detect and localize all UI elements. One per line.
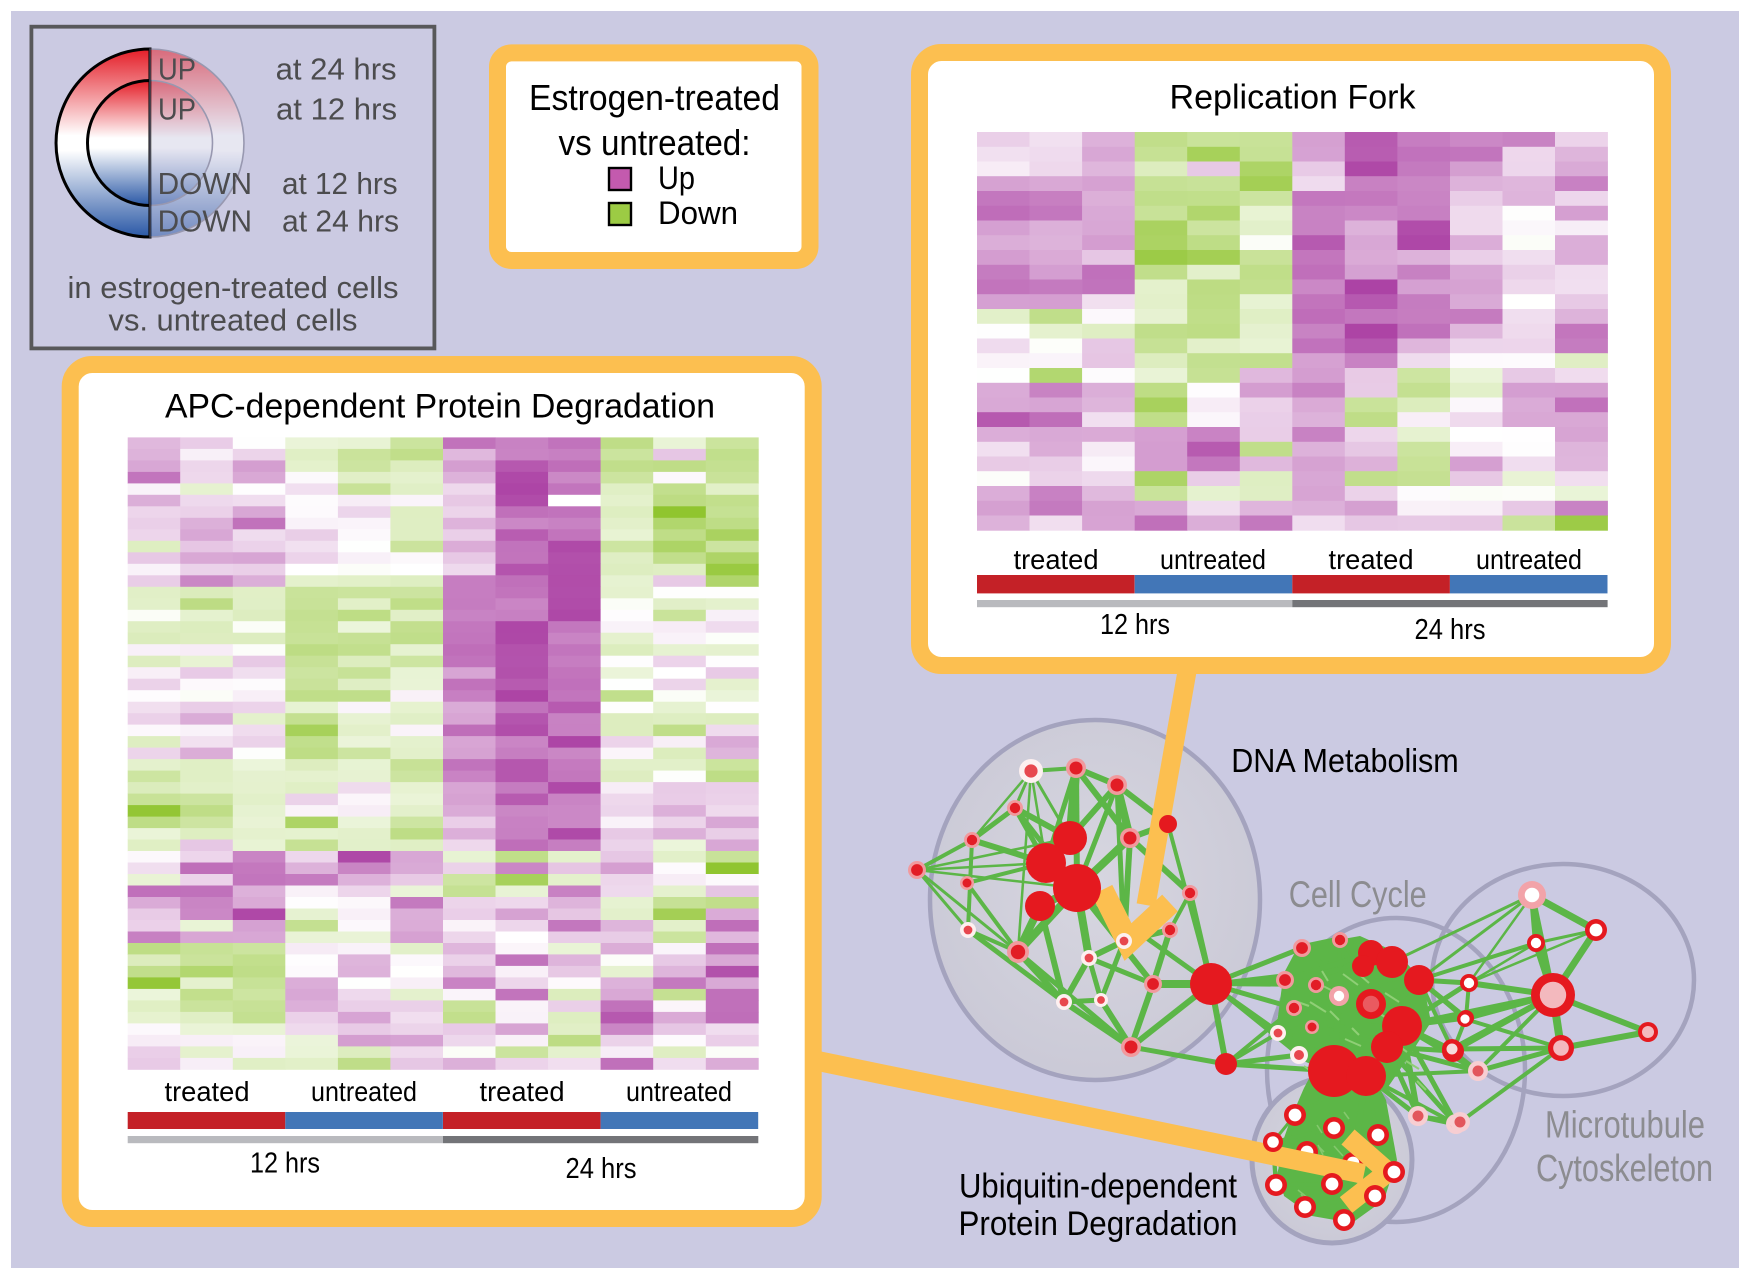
svg-text:24 hrs: 24 hrs [566, 1153, 637, 1185]
svg-text:Estrogen-treated: Estrogen-treated [529, 77, 780, 118]
svg-text:treated: treated [480, 1076, 565, 1107]
svg-text:Cell Cycle: Cell Cycle [1289, 874, 1427, 915]
svg-text:Ubiquitin-dependent: Ubiquitin-dependent [959, 1167, 1238, 1205]
svg-text:at 12 hrs: at 12 hrs [282, 166, 398, 201]
svg-text:Protein Degradation: Protein Degradation [959, 1205, 1238, 1243]
svg-text:Up: Up [658, 160, 695, 196]
svg-text:untreated: untreated [311, 1076, 417, 1107]
svg-text:APC-dependent Protein Degradat: APC-dependent Protein Degradation [165, 387, 715, 425]
svg-text:untreated: untreated [626, 1076, 732, 1107]
svg-text:DNA Metabolism: DNA Metabolism [1231, 742, 1459, 779]
svg-text:Down: Down [658, 195, 738, 231]
svg-text:untreated: untreated [1160, 544, 1266, 575]
svg-text:at 24 hrs: at 24 hrs [276, 52, 397, 87]
svg-text:treated: treated [1329, 544, 1414, 575]
svg-text:DOWN: DOWN [158, 166, 252, 201]
svg-text:vs untreated:: vs untreated: [559, 122, 751, 163]
svg-text:Microtubule: Microtubule [1545, 1105, 1705, 1147]
svg-text:12 hrs: 12 hrs [250, 1148, 320, 1180]
svg-text:12 hrs: 12 hrs [1100, 609, 1170, 641]
svg-text:UP: UP [158, 52, 196, 87]
svg-text:Cytoskeleton: Cytoskeleton [1536, 1148, 1713, 1190]
svg-text:treated: treated [1014, 544, 1099, 575]
svg-text:DOWN: DOWN [158, 204, 252, 239]
svg-text:treated: treated [165, 1076, 250, 1107]
svg-text:24 hrs: 24 hrs [1415, 614, 1486, 646]
svg-text:in estrogen-treated cells: in estrogen-treated cells [68, 270, 399, 305]
svg-text:at 24 hrs: at 24 hrs [282, 204, 399, 239]
svg-text:untreated: untreated [1476, 544, 1582, 575]
svg-text:Replication Fork: Replication Fork [1170, 79, 1417, 117]
svg-text:UP: UP [158, 92, 196, 127]
svg-text:vs. untreated cells: vs. untreated cells [109, 303, 358, 338]
svg-text:at 12 hrs: at 12 hrs [276, 92, 397, 127]
